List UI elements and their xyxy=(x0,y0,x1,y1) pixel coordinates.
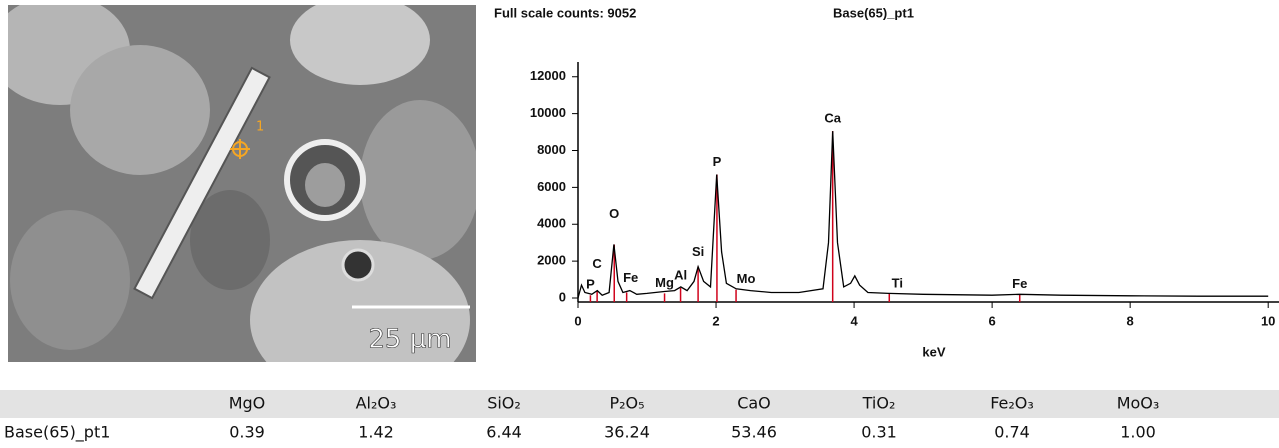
row-label: Base(65)_pt1 xyxy=(4,423,110,443)
chart-title: Full scale counts: 9052 xyxy=(494,5,636,20)
element-label: Al xyxy=(674,267,687,282)
column-header: MoO₃ xyxy=(1117,394,1160,413)
element-label: Mo xyxy=(737,271,756,286)
element-label: Ca xyxy=(824,111,841,126)
element-label: Fe xyxy=(1012,276,1027,291)
column-header: SiO₂ xyxy=(487,394,521,413)
x-tick-label: 4 xyxy=(850,313,858,328)
element-label: Ti xyxy=(892,275,903,290)
table-cell: 36.24 xyxy=(604,423,650,442)
element-label: Fe xyxy=(623,270,638,285)
column-header: Al₂O₃ xyxy=(356,394,397,413)
column-header: MgO xyxy=(229,394,266,413)
x-tick-label: 2 xyxy=(712,313,719,328)
sem-image xyxy=(8,5,476,362)
element-label: Mg xyxy=(655,275,674,290)
point-label: 1 xyxy=(256,120,264,135)
y-tick-label: 0 xyxy=(559,289,566,304)
x-tick-label: 6 xyxy=(989,313,996,328)
table-cell: 1.42 xyxy=(358,423,394,442)
scale-bar-label: 25 µm xyxy=(368,325,451,355)
chart-subtitle: Base(65)_pt1 xyxy=(833,5,914,20)
column-header: Fe₂O₃ xyxy=(990,394,1034,413)
table-cell: 0.31 xyxy=(861,423,897,442)
element-label: P xyxy=(713,154,722,169)
y-tick-label: 6000 xyxy=(537,179,566,194)
table-cell: 0.39 xyxy=(229,423,265,442)
element-label: Si xyxy=(692,244,704,259)
x-tick-label: 8 xyxy=(1127,313,1134,328)
spectrum-line xyxy=(577,131,1269,299)
table-cell: 0.74 xyxy=(994,423,1030,442)
element-label: C xyxy=(592,256,602,271)
column-header: CaO xyxy=(737,394,771,413)
table-cell: 6.44 xyxy=(486,423,522,442)
y-tick-label: 4000 xyxy=(537,216,566,231)
y-tick-label: 12000 xyxy=(530,68,566,83)
table-cell: 1.00 xyxy=(1120,423,1156,442)
element-label: O xyxy=(609,206,619,221)
column-header: TiO₂ xyxy=(862,394,896,413)
y-tick-label: 2000 xyxy=(537,253,566,268)
element-label: P xyxy=(586,277,595,292)
column-header: P₂O₅ xyxy=(609,394,644,413)
x-tick-label: 10 xyxy=(1261,313,1275,328)
x-tick-label: 0 xyxy=(574,313,581,328)
table-header-bg xyxy=(0,390,1279,418)
y-tick-label: 10000 xyxy=(530,105,566,120)
x-axis-label: keV xyxy=(922,344,945,359)
table-cell: 53.46 xyxy=(731,423,777,442)
y-tick-label: 8000 xyxy=(537,142,566,157)
